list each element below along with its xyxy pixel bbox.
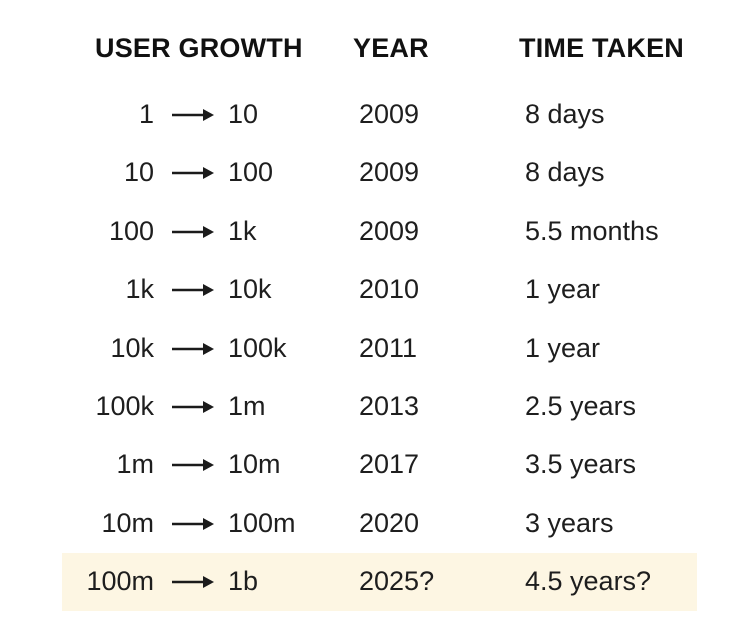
table-row: 10k 100k 2011 1 year (0, 320, 734, 378)
header-year: YEAR (353, 33, 429, 63)
growth-to: 100 (228, 157, 274, 187)
right-arrow-icon (172, 518, 214, 530)
growth-from: 1 (138, 99, 154, 129)
growth-to: 100m (228, 508, 296, 538)
header-time-taken: TIME TAKEN (519, 33, 684, 63)
table-header: USER GROWTH YEAR TIME TAKEN (0, 33, 734, 67)
time-taken-cell: 8 days (525, 157, 605, 187)
time-taken-cell: 3 years (525, 508, 614, 538)
time-taken-cell: 2.5 years (525, 391, 637, 421)
right-arrow-icon (172, 167, 214, 179)
growth-from: 1k (125, 274, 154, 304)
right-arrow-icon (172, 109, 214, 121)
year-cell: 2009 (359, 99, 420, 129)
table-row: 10m 100m 2020 3 years (0, 495, 734, 553)
right-arrow-icon (172, 226, 214, 238)
growth-to: 1m (228, 391, 266, 421)
growth-to: 1b (228, 566, 259, 596)
year-cell: 2009 (359, 157, 420, 187)
time-taken-cell: 8 days (525, 99, 605, 129)
growth-from: 10m (101, 508, 154, 538)
table-row: 1m 10m 2017 3.5 years (0, 436, 734, 494)
right-arrow-icon (172, 343, 214, 355)
right-arrow-icon (172, 284, 214, 296)
growth-from: 10 (123, 157, 154, 187)
year-cell: 2010 (359, 274, 420, 304)
table-row: 100 1k 2009 5.5 months (0, 203, 734, 261)
right-arrow-icon (172, 459, 214, 471)
growth-from: 10k (110, 333, 154, 363)
growth-to: 10 (228, 99, 259, 129)
growth-from: 100 (108, 216, 154, 246)
time-taken-cell: 4.5 years? (525, 566, 652, 596)
time-taken-cell: 1 year (525, 274, 601, 304)
table-row: 1 10 2009 8 days (0, 86, 734, 144)
header-user-growth: USER GROWTH (95, 33, 303, 63)
time-taken-cell: 5.5 months (525, 216, 659, 246)
growth-from: 100k (95, 391, 154, 421)
table-row: 1k 10k 2010 1 year (0, 261, 734, 319)
row-highlight (62, 553, 697, 611)
year-cell: 2011 (359, 333, 418, 363)
right-arrow-icon (172, 401, 214, 413)
year-cell: 2017 (359, 449, 420, 479)
table-row: 10 100 2009 8 days (0, 144, 734, 202)
right-arrow-icon (172, 576, 214, 588)
growth-to: 100k (228, 333, 287, 363)
year-cell: 2020 (359, 508, 420, 538)
table-row: 100m 1b 2025? 4.5 years? (0, 553, 734, 611)
growth-to: 10m (228, 449, 281, 479)
growth-to: 1k (228, 216, 257, 246)
table-row: 100k 1m 2013 2.5 years (0, 378, 734, 436)
growth-to: 10k (228, 274, 272, 304)
growth-from: 100m (86, 566, 154, 596)
year-cell: 2009 (359, 216, 420, 246)
time-taken-cell: 1 year (525, 333, 601, 363)
year-cell: 2025? (359, 566, 435, 596)
growth-from: 1m (116, 449, 154, 479)
time-taken-cell: 3.5 years (525, 449, 637, 479)
year-cell: 2013 (359, 391, 420, 421)
